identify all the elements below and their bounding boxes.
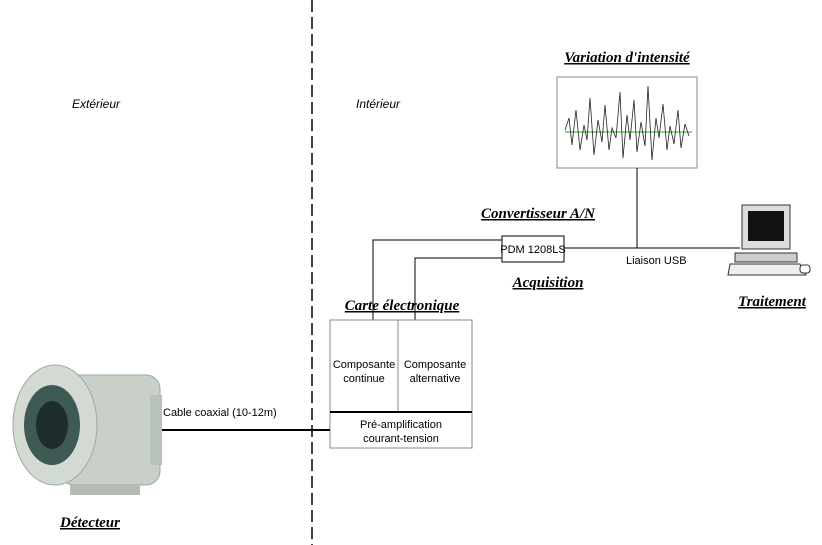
board-cell: Composante [333,359,395,371]
board-cell: Composante [404,359,466,371]
board-box [329,319,473,449]
wire [414,257,502,320]
zone-label: Extérieur [72,97,121,111]
computer-icon [727,204,811,276]
detector-caption: Détecteur [59,515,120,531]
converter-caption: Acquisition [512,275,584,291]
board-cell: Pré-amplification [360,419,442,431]
converter-label: PDM 1208LS [500,244,565,256]
computer-caption: Traitement [738,294,807,310]
plot-signal [564,85,690,161]
converter-box [501,235,565,263]
converter-title: Convertisseur A/N [481,206,596,222]
cable-label: Cable coaxial (10-12m) [163,407,277,419]
board-title: Carte électronique [345,298,460,314]
detector-icon [12,364,162,495]
zone-label: Intérieur [356,97,401,111]
wire [372,239,502,320]
board-cell: courant-tension [363,433,439,445]
board-cell: alternative [410,373,461,385]
board-cell: continue [343,373,385,385]
plot-frame [556,76,698,169]
link-label: Liaison USB [626,255,687,267]
plot-title: Variation d'intensité [564,50,691,66]
